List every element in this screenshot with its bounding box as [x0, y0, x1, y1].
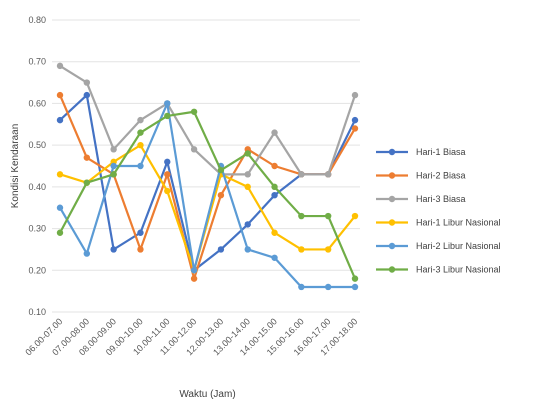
legend-label: Hari-3 Libur Nasional — [416, 265, 501, 275]
data-point — [271, 192, 278, 199]
y-axis-ticks: 0.10 0.20 0.30 0.40 0.50 0.60 0.70 0.80 — [28, 15, 46, 317]
data-point — [164, 158, 171, 166]
y-tick-label: 0.50 — [28, 140, 46, 150]
legend-item: Hari-2 Biasa — [376, 171, 466, 181]
data-point — [56, 116, 64, 124]
legend-swatch-marker — [388, 148, 396, 156]
legend-swatch-marker — [388, 219, 396, 226]
legend-item: Hari-1 Biasa — [376, 147, 466, 157]
data-point — [137, 162, 144, 170]
y-tick-label: 0.80 — [28, 15, 46, 25]
series-3 — [56, 62, 359, 178]
y-tick-label: 0.30 — [28, 224, 46, 234]
data-point — [137, 229, 144, 236]
data-point — [83, 154, 91, 161]
x-axis-title: Waktu (Jam) — [179, 389, 235, 400]
data-point — [56, 204, 64, 211]
series-line — [59, 93, 356, 272]
data-point — [83, 250, 91, 257]
y-tick-label: 0.60 — [28, 98, 46, 108]
data-point — [56, 171, 64, 178]
data-point — [110, 246, 117, 253]
legend-label: Hari-1 Libur Nasional — [416, 218, 501, 228]
data-point — [271, 162, 278, 170]
series-5 — [56, 100, 359, 291]
series-6 — [56, 108, 359, 282]
legend-label: Hari-2 Biasa — [416, 171, 466, 181]
legend: Hari-1 Biasa Hari-2 Biasa Hari-3 Biasa Hari… — [376, 147, 501, 275]
data-point — [110, 146, 117, 153]
data-point — [217, 192, 225, 199]
data-point — [137, 129, 144, 136]
data-point — [271, 129, 278, 136]
legend-item: Hari-3 Libur Nasional — [376, 265, 501, 275]
data-point — [324, 212, 332, 220]
data-point — [83, 91, 91, 99]
data-point — [137, 246, 144, 253]
data-point — [190, 275, 198, 282]
legend-swatch-marker — [388, 242, 396, 250]
data-point — [298, 283, 305, 291]
x-axis-ticks: 06.00-07.0007.00-08.0008.00-09.0009.00-1… — [23, 316, 359, 357]
data-point — [244, 246, 251, 253]
legend-item: Hari-1 Libur Nasional — [376, 218, 501, 228]
data-point — [351, 283, 359, 291]
y-tick-label: 0.20 — [28, 265, 46, 275]
data-point — [298, 246, 305, 253]
data-point — [56, 229, 64, 236]
data-point — [324, 246, 332, 253]
data-point — [164, 100, 171, 107]
series-line — [59, 102, 355, 289]
y-tick-label: 0.10 — [28, 307, 46, 317]
legend-item: Hari-3 Biasa — [376, 194, 466, 204]
data-point — [190, 146, 198, 153]
series-line — [59, 64, 357, 176]
data-point — [351, 125, 359, 132]
data-point — [190, 267, 198, 274]
y-tick-label: 0.70 — [28, 57, 46, 67]
data-point — [164, 187, 171, 195]
data-point — [244, 221, 251, 228]
data-point — [324, 171, 332, 178]
data-point — [110, 171, 117, 178]
data-point — [271, 229, 278, 236]
legend-label: Hari-2 Libur Nasional — [416, 241, 501, 251]
data-point — [298, 171, 305, 178]
data-point — [324, 283, 332, 291]
data-point — [271, 254, 278, 261]
data-point — [56, 62, 64, 70]
y-axis-title: Kondisi Kendaraan — [10, 124, 21, 209]
data-point — [190, 108, 198, 115]
data-point — [217, 246, 225, 253]
data-point — [244, 183, 251, 191]
legend-swatch-marker — [388, 172, 396, 179]
data-point — [164, 112, 171, 120]
data-point — [351, 275, 359, 282]
data-point — [351, 212, 359, 220]
legend-swatch-marker — [388, 195, 396, 203]
legend-item: Hari-2 Libur Nasional — [376, 241, 501, 251]
legend-swatch-marker — [388, 266, 396, 273]
legend-label: Hari-3 Biasa — [416, 194, 466, 204]
data-point — [271, 183, 278, 191]
legend-label: Hari-1 Biasa — [416, 147, 466, 157]
data-point — [137, 116, 144, 124]
data-point — [351, 91, 359, 99]
data-point — [137, 141, 144, 149]
data-point — [244, 150, 251, 157]
data-point — [298, 212, 305, 220]
data-point — [217, 166, 225, 174]
y-tick-label: 0.40 — [28, 182, 46, 192]
series-lines — [56, 62, 359, 291]
series-line — [59, 110, 357, 280]
data-point — [83, 179, 91, 186]
data-point — [110, 162, 117, 170]
data-point — [244, 171, 251, 178]
series-line — [59, 144, 356, 272]
data-point — [164, 171, 171, 178]
data-point — [56, 91, 64, 99]
data-point — [83, 79, 91, 86]
data-point — [351, 116, 359, 124]
